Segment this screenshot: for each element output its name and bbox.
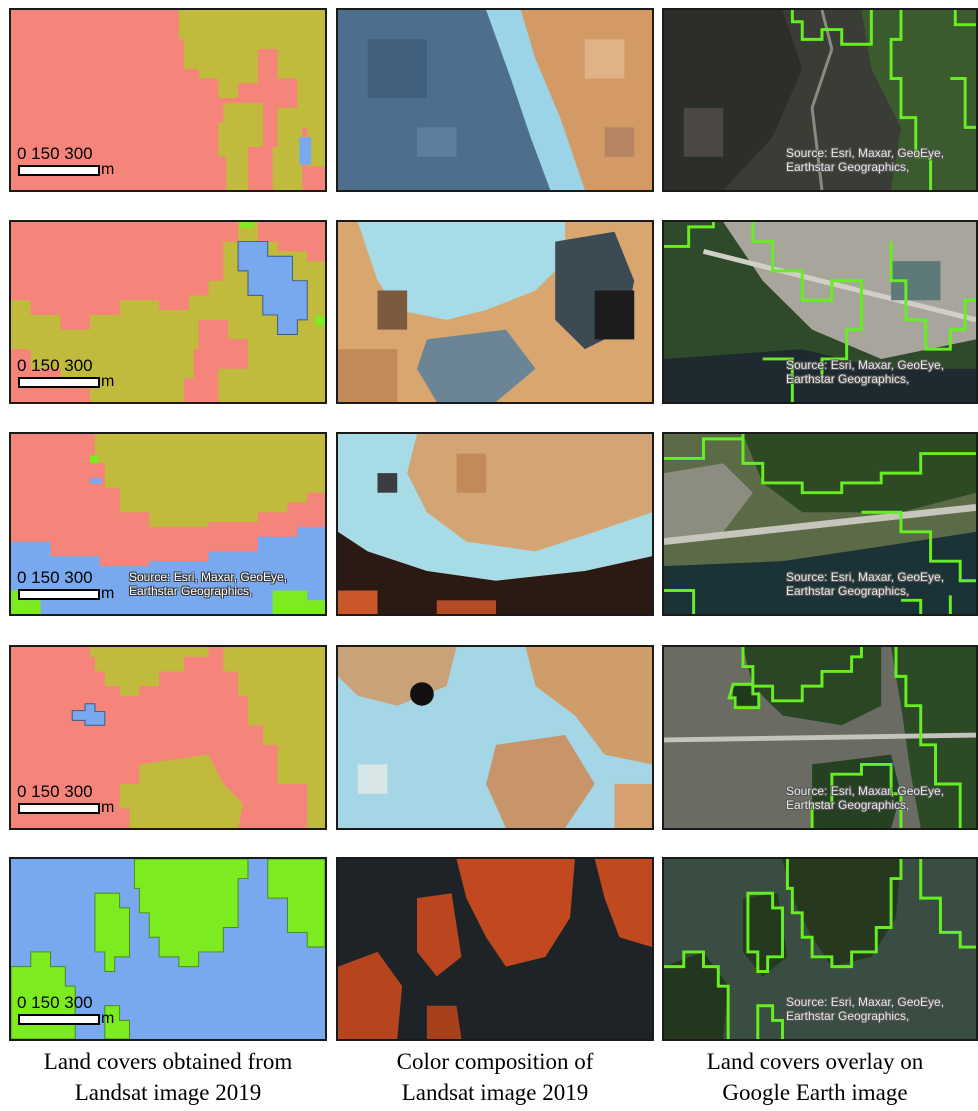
- attribution-line-1: Source: Esri, Maxar, GeoEye,: [786, 570, 945, 584]
- satellite-overlay-1: [664, 10, 976, 190]
- attribution-line-2: Earthstar Geographics,: [786, 798, 910, 812]
- satellite-overlay-4: [664, 647, 976, 828]
- landcover-classes-3: [11, 434, 325, 614]
- attribution-line-1: Source: Esri, Maxar, GeoEye,: [786, 358, 945, 372]
- caption-line-1: Color composition of: [396, 1049, 594, 1074]
- attribution-line-1: Source: Esri, Maxar, GeoEye,: [786, 995, 945, 1009]
- caption-line-2: Landsat image 2019: [401, 1080, 589, 1105]
- landsat-image-2: [338, 222, 652, 402]
- satellite-overlay-2: [664, 222, 976, 402]
- scale-bar: 0 150 300 m: [17, 356, 147, 396]
- landcover-classes-4: [11, 647, 325, 828]
- caption-composition: Color composition of Landsat image 2019: [330, 1046, 660, 1108]
- landcover-classes-2: [11, 222, 325, 402]
- scale-unit: m: [101, 1010, 115, 1027]
- overlay-map-4: Source: Esri, Maxar, GeoEye, Earthstar G…: [662, 645, 978, 830]
- map-attribution: Source: Esri, Maxar, GeoEye, Earthstar G…: [786, 570, 944, 598]
- attribution-line-2: Earthstar Geographics,: [786, 1009, 910, 1023]
- caption-landcover: Land covers obtained from Landsat image …: [3, 1046, 333, 1108]
- scale-bar-rect: [18, 803, 100, 814]
- caption-line-2: Google Earth image: [722, 1080, 908, 1105]
- scale-numbers: 0 150 300: [17, 782, 93, 801]
- overlay-map-3: Source: Esri, Maxar, GeoEye, Earthstar G…: [662, 432, 978, 616]
- scale-bar-rect: [18, 589, 100, 600]
- map-attribution: Source: Esri, Maxar, GeoEye, Earthstar G…: [786, 995, 944, 1023]
- caption-line-1: Land covers obtained from: [43, 1049, 293, 1074]
- scale-bar-rect: [18, 377, 100, 388]
- scale-numbers: 0 150 300: [17, 568, 93, 587]
- landsat-composite-2: [336, 220, 654, 404]
- attribution-line-1: Source: Esri, Maxar, GeoEye,: [129, 570, 288, 584]
- attribution-line-2: Earthstar Geographics,: [786, 372, 910, 386]
- landcover-map-3: 0 150 300 m Source: Esri, Maxar, GeoEye,…: [9, 432, 327, 616]
- overlay-map-2: Source: Esri, Maxar, GeoEye, Earthstar G…: [662, 220, 978, 404]
- overlay-map-5: Source: Esri, Maxar, GeoEye, Earthstar G…: [662, 857, 978, 1041]
- landsat-image-3: [338, 434, 652, 614]
- attribution-line-2: Earthstar Geographics,: [129, 584, 253, 598]
- landcover-classes-5: [11, 859, 325, 1039]
- scale-bar: 0 150 300 m: [17, 993, 147, 1033]
- caption-line-2: Landsat image 2019: [74, 1080, 262, 1105]
- landsat-composite-1: [336, 8, 654, 192]
- overlay-map-1: Source: Esri, Maxar, GeoEye, Earthstar G…: [662, 8, 978, 192]
- landsat-composite-4: [336, 645, 654, 830]
- scale-unit: m: [101, 161, 115, 178]
- attribution-line-2: Earthstar Geographics,: [786, 584, 910, 598]
- scale-bar-rect: [18, 165, 100, 176]
- scale-bar-rect: [18, 1014, 100, 1025]
- caption-line-1: Land covers overlay on: [706, 1049, 924, 1074]
- scale-bar: 0 150 300 m: [17, 144, 147, 184]
- map-attribution: Source: Esri, Maxar, GeoEye, Earthstar G…: [786, 358, 944, 386]
- landcover-map-1: 0 150 300 m: [9, 8, 327, 192]
- scale-unit: m: [101, 799, 115, 816]
- landcover-classes-1: [11, 10, 325, 190]
- satellite-overlay-5: [664, 859, 976, 1039]
- scale-numbers: 0 150 300: [17, 144, 93, 163]
- landsat-image-1: [338, 10, 652, 190]
- scale-bar: 0 150 300 m: [17, 568, 147, 608]
- landsat-composite-5: [336, 857, 654, 1041]
- attribution-line-1: Source: Esri, Maxar, GeoEye,: [786, 784, 945, 798]
- caption-overlay: Land covers overlay on Google Earth imag…: [650, 1046, 978, 1108]
- attribution-line-2: Earthstar Geographics,: [786, 160, 910, 174]
- landcover-map-5: 0 150 300 m: [9, 857, 327, 1041]
- map-attribution: Source: Esri, Maxar, GeoEye, Earthstar G…: [129, 570, 287, 598]
- scale-bar: 0 150 300 m: [17, 782, 147, 822]
- landsat-image-5: [338, 859, 652, 1039]
- satellite-overlay-3: [664, 434, 976, 614]
- landsat-composite-3: [336, 432, 654, 616]
- scale-unit: m: [101, 585, 115, 602]
- landcover-map-4: 0 150 300 m: [9, 645, 327, 830]
- attribution-line-1: Source: Esri, Maxar, GeoEye,: [786, 146, 945, 160]
- scale-unit: m: [101, 373, 115, 390]
- map-attribution: Source: Esri, Maxar, GeoEye, Earthstar G…: [786, 146, 944, 174]
- landsat-image-4: [338, 647, 652, 828]
- scale-numbers: 0 150 300: [17, 993, 93, 1012]
- map-attribution: Source: Esri, Maxar, GeoEye, Earthstar G…: [786, 784, 944, 812]
- scale-numbers: 0 150 300: [17, 356, 93, 375]
- landcover-map-2: 0 150 300 m: [9, 220, 327, 404]
